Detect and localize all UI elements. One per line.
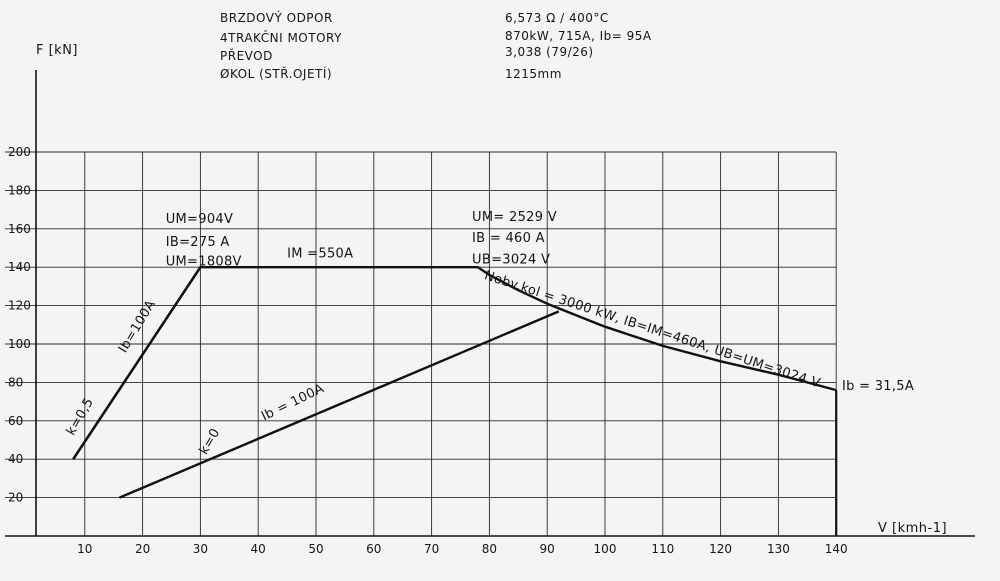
x-tick-label: 100	[594, 542, 617, 556]
series-k0-line	[119, 310, 560, 499]
header-label-wheel-diameter: ØKOL (STŘ.OJETÍ)	[220, 66, 332, 81]
annotation: UM=1808V	[166, 254, 242, 269]
header-label-brake-resistor: BRZDOVÝ ODPOR	[220, 10, 333, 25]
x-tick-label: 120	[709, 542, 732, 556]
x-tick-label: 60	[366, 542, 381, 556]
annotation: Ib = 31,5A	[842, 379, 914, 394]
annotation: UM= 2529 V	[472, 210, 557, 225]
x-axis-label: V [kmh-1]	[878, 521, 947, 536]
header-value-wheel-diameter: 1215mm	[505, 67, 562, 81]
x-tick-label: 80	[482, 542, 497, 556]
x-tick-label: 130	[767, 542, 790, 556]
annotations: UM=904V IB=275 A UM=1808V IM =550A UM= 2529 …	[64, 210, 914, 457]
annotation: UB=3024 V	[472, 252, 550, 267]
y-tick-label: 120	[8, 299, 31, 313]
series-envelope	[72, 266, 837, 460]
series-k05-line	[72, 266, 202, 460]
x-tick-label: 30	[193, 542, 208, 556]
header-block: BRZDOVÝ ODPOR 6,573 Ω / 400°C 4TRAKČNI M…	[220, 10, 652, 81]
y-tick-label: 60	[8, 414, 23, 428]
header-value-traction-motors: 870kW, 715A, Ib= 95A	[505, 29, 652, 43]
annotation: IM =550A	[287, 247, 353, 262]
y-tick-label: 140	[8, 260, 31, 274]
header-label-gear-ratio: PŘEVOD	[220, 48, 273, 63]
annotation: Nobv.kol = 3000 kW, IB=IM=460A, UB=UM=30…	[482, 268, 822, 391]
x-tick-label: 10	[77, 542, 92, 556]
header-value-brake-resistor: 6,573 Ω / 400°C	[505, 11, 609, 25]
x-tick-label: 40	[251, 542, 266, 556]
x-tick-label: 50	[308, 542, 323, 556]
y-tick-label: 200	[8, 145, 31, 159]
annotation: IB = 460 A	[472, 231, 545, 246]
annotation: UM=904V	[166, 212, 233, 227]
header-value-gear-ratio: 3,038 (79/26)	[505, 45, 594, 59]
y-tick-label: 80	[8, 375, 23, 389]
series	[72, 266, 838, 536]
x-tick-label: 90	[540, 542, 555, 556]
y-tick-label: 20	[8, 491, 23, 505]
x-tick-label: 20	[135, 542, 150, 556]
y-tick-label: 100	[8, 337, 31, 351]
y-tick-label: 180	[8, 183, 31, 197]
x-tick-label: 110	[651, 542, 674, 556]
y-tick-label: 160	[8, 222, 31, 236]
y-tick-label: 40	[8, 452, 23, 466]
x-tick-label: 70	[424, 542, 439, 556]
annotation: Ib=100A	[116, 298, 159, 356]
header-label-traction-motors: 4TRAKČNI MOTORY	[220, 30, 342, 45]
y-axis-label: F [kN]	[36, 43, 78, 58]
annotation: IB=275 A	[166, 235, 230, 250]
x-tick-label: 140	[825, 542, 848, 556]
axes	[5, 70, 975, 537]
tick-labels: 10 20 30 40 50 60 70 80 90 100 110 120 130 140 20 40 60 8…	[8, 145, 848, 556]
